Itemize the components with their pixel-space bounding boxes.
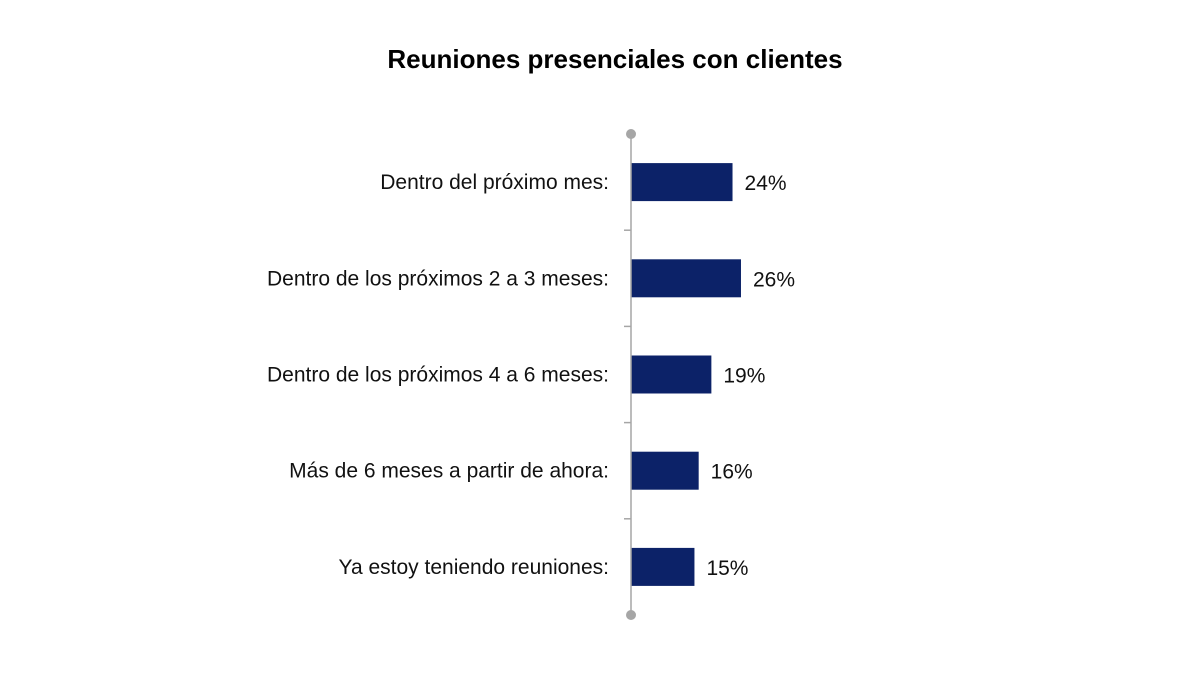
category-label: Dentro del próximo mes:: [380, 171, 609, 194]
value-label: 19%: [723, 365, 765, 388]
axis-bottom-cap: [626, 610, 636, 620]
category-label: Más de 6 meses a partir de ahora:: [289, 460, 609, 483]
value-label: 16%: [711, 461, 753, 484]
value-label: 26%: [753, 268, 795, 291]
category-label: Dentro de los próximos 4 a 6 meses:: [267, 364, 609, 387]
value-label: 24%: [745, 172, 787, 195]
value-label: 15%: [706, 557, 748, 580]
bar-3: [631, 355, 712, 394]
bar-4: [631, 451, 699, 490]
category-label: Ya estoy teniendo reuniones:: [339, 556, 609, 579]
axis-top-cap: [626, 129, 636, 139]
bar-5: [631, 547, 695, 586]
bar-2: [631, 259, 741, 298]
category-label: Dentro de los próximos 2 a 3 meses:: [267, 267, 609, 290]
bar-1: [631, 163, 733, 202]
chart-title: Reuniones presenciales con clientes: [387, 44, 843, 74]
